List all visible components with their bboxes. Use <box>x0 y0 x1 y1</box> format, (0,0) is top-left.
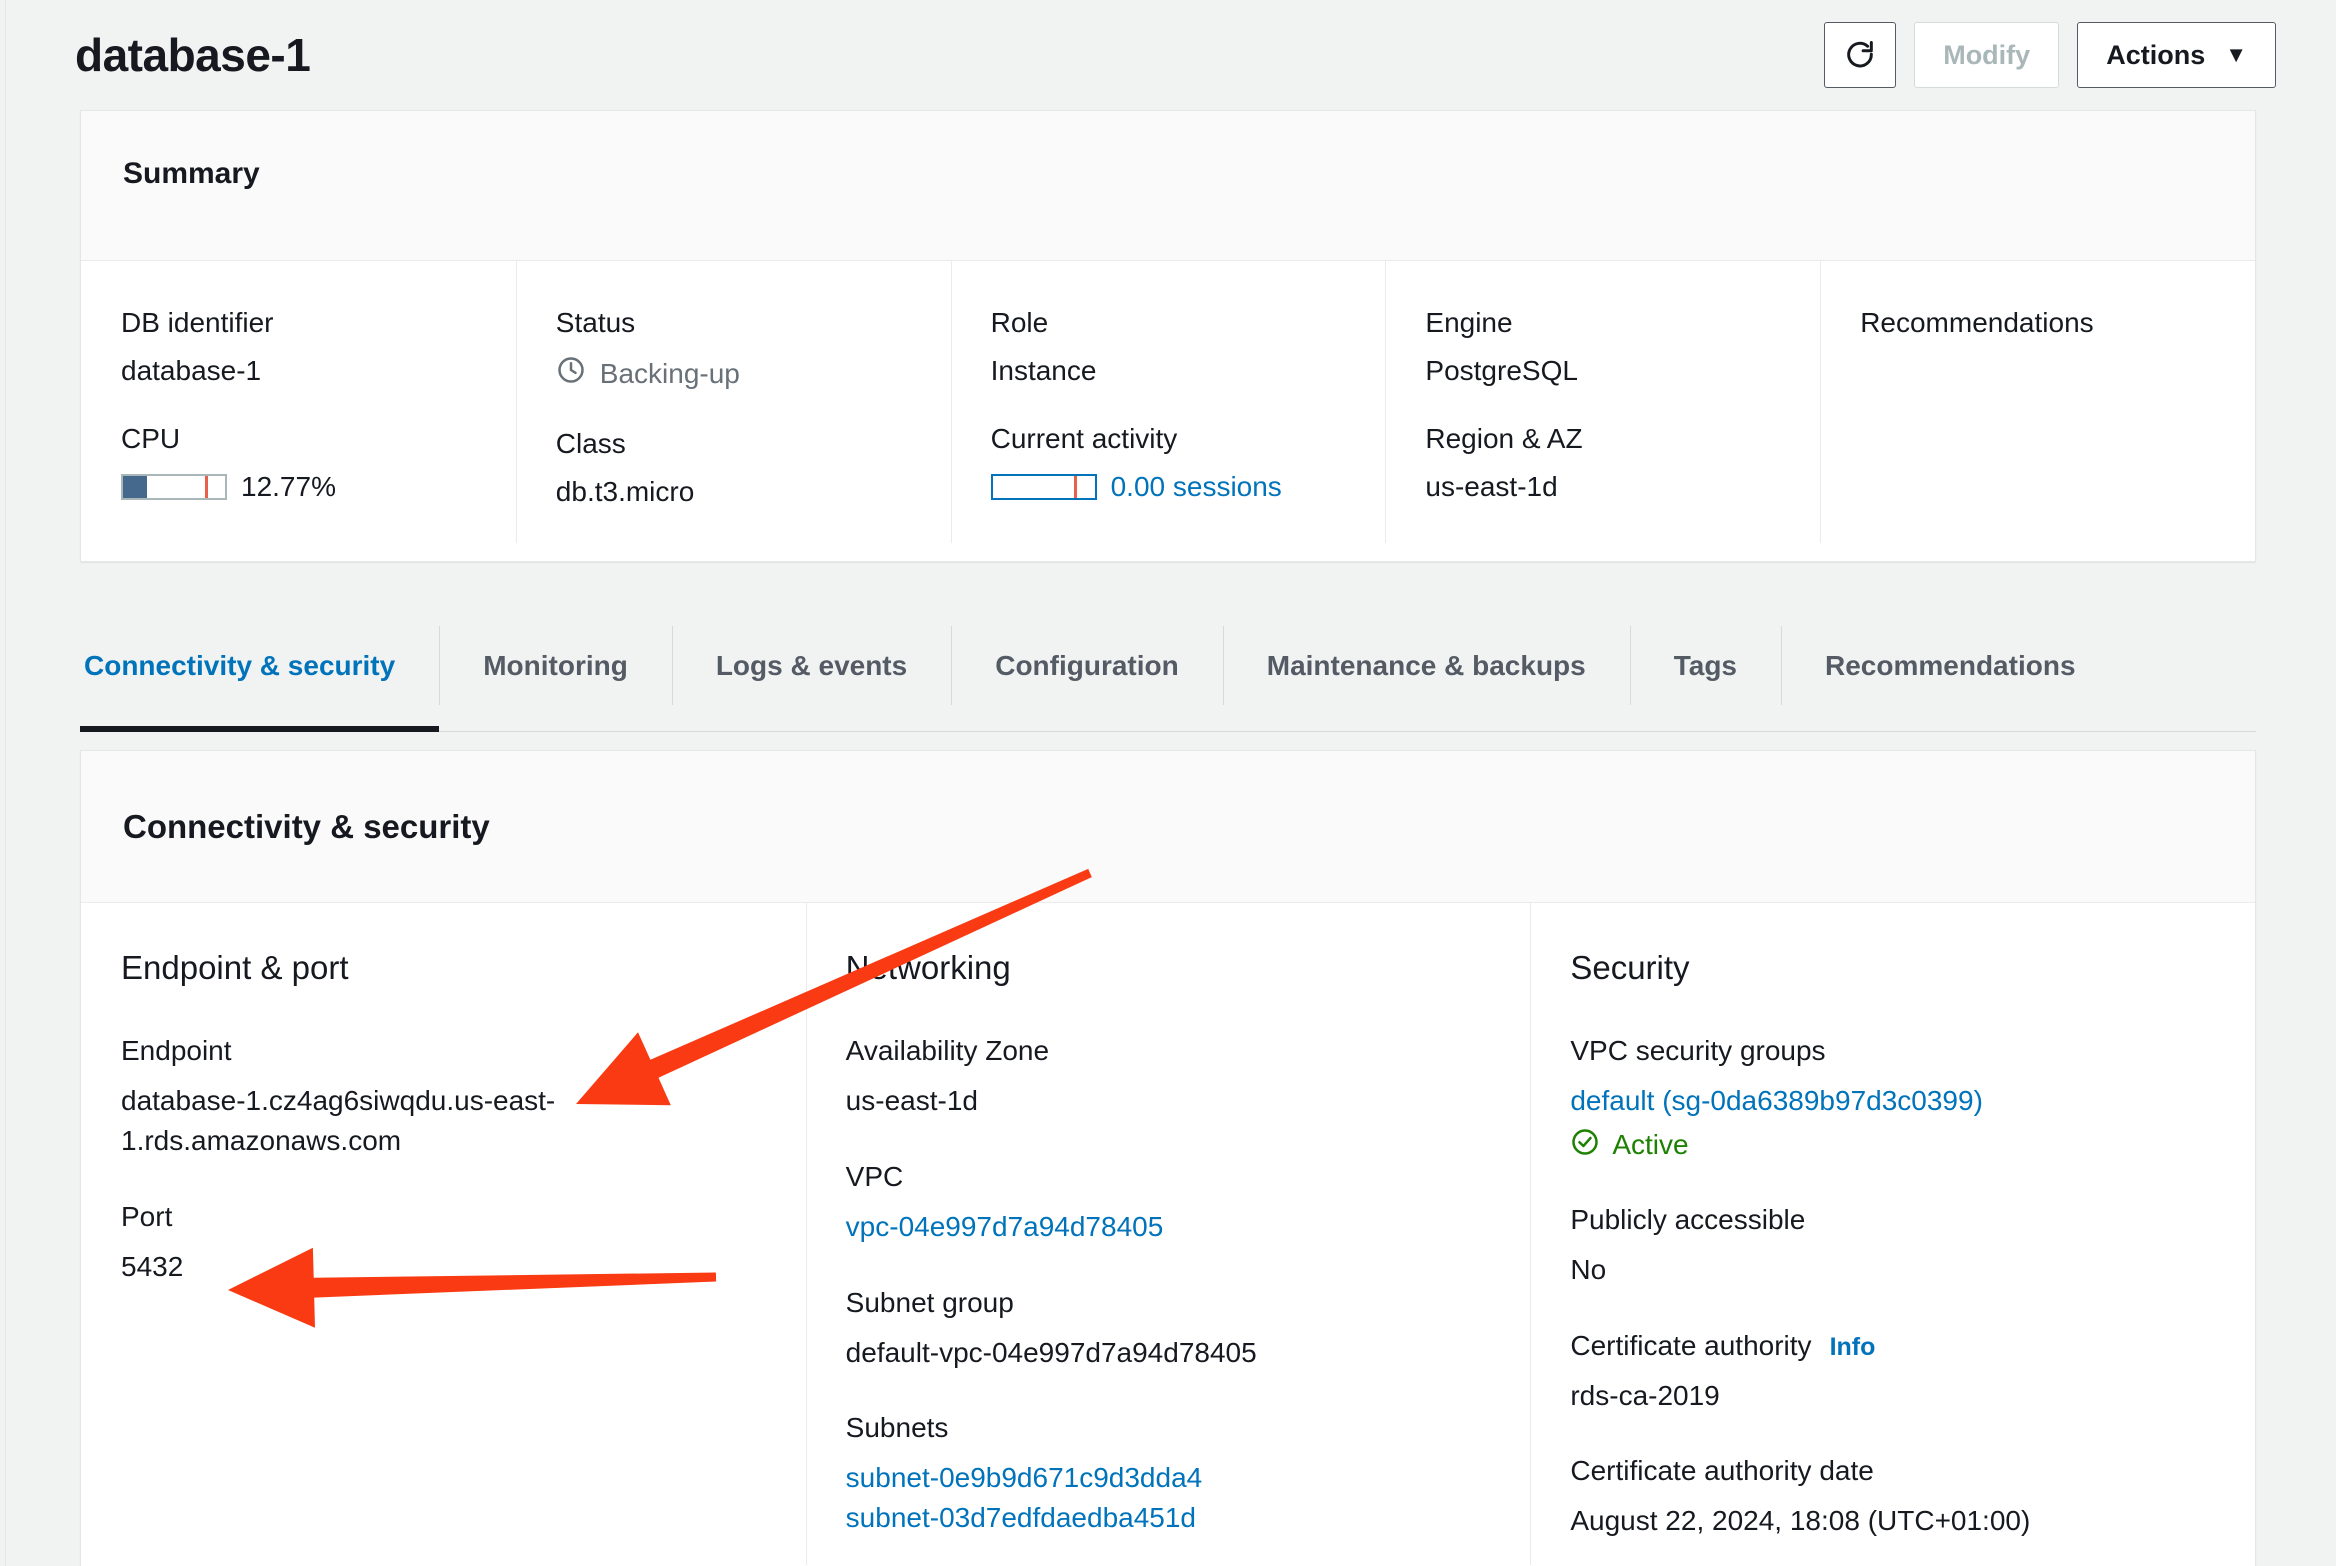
engine-label: Engine <box>1425 307 1513 338</box>
class-value: db.t3.micro <box>555 476 695 507</box>
vpc-label: VPC <box>845 1160 904 1192</box>
db-identifier-label: DB identifier <box>121 307 274 338</box>
role-value: Instance <box>990 355 1097 386</box>
clock-icon <box>556 355 586 392</box>
certificate-authority-label: Certificate authority <box>1570 1329 1812 1361</box>
endpoint-value: database-1.cz4ag6siwqdu.us-east-1.rds.am… <box>121 1085 556 1156</box>
summary-col-status: Status Backing-up Class db.t3.micro <box>515 261 951 561</box>
current-activity-row[interactable]: 0.00 sessions <box>990 471 1386 503</box>
cpu-percent: 12.77% <box>241 471 336 502</box>
port-value: 5432 <box>121 1250 184 1282</box>
subnet-link-2[interactable]: subnet-03d7edfdaedba451d <box>845 1502 1196 1533</box>
left-rail-divider <box>0 0 6 1566</box>
summary-col-identity: DB identifier database-1 CPU 12.77% <box>81 261 516 561</box>
endpoint-field: Endpoint database-1.cz4ag6siwqdu.us-east… <box>121 1035 760 1161</box>
certificate-authority-date-value: August 22, 2024, 18:08 (UTC+01:00) <box>1570 1505 2031 1537</box>
publicly-accessible-value: No <box>1570 1253 1607 1285</box>
certificate-authority-value: rds-ca-2019 <box>1570 1379 1720 1411</box>
connectivity-security-panel: Connectivity & security Endpoint & port … <box>80 750 2256 1566</box>
sessions-value: 0.00 sessions <box>1110 471 1282 502</box>
status-value-row: Backing-up <box>556 355 951 392</box>
subnets-field: Subnets subnet-0e9b9d671c9d3dda4 subnet-… <box>846 1412 1485 1538</box>
endpoint-port-heading: Endpoint & port <box>121 949 349 986</box>
refresh-icon <box>1843 38 1877 72</box>
subnet-group-value: default-vpc-04e997d7a94d78405 <box>845 1336 1257 1368</box>
summary-body: DB identifier database-1 CPU 12.77% Stat… <box>81 261 2255 561</box>
status-badge-active: Active <box>1612 1129 1689 1161</box>
cpu-meter-fill <box>123 476 148 498</box>
subnet-group-label: Subnet group <box>845 1286 1014 1318</box>
check-circle-icon <box>1570 1127 1600 1164</box>
networking-column: Networking Availability Zone us-east-1d … <box>805 903 1531 1565</box>
cpu-value-row: 12.77% <box>121 471 516 503</box>
security-column: Security VPC security groups default (sg… <box>1530 903 2255 1565</box>
tab-tags[interactable]: Tags <box>1629 600 1781 731</box>
cpu-meter <box>121 474 227 500</box>
publicly-accessible-field: Publicly accessible No <box>1570 1204 2209 1290</box>
region-az-value: us-east-1d <box>1425 471 1558 502</box>
region-az-label: Region & AZ <box>1425 423 1583 454</box>
tab-monitoring[interactable]: Monitoring <box>439 600 672 731</box>
recommendations-label: Recommendations <box>1860 307 2094 338</box>
port-label: Port <box>121 1200 173 1232</box>
header-actions: Modify Actions ▼ <box>1824 22 2276 88</box>
page-title: database-1 <box>75 29 311 81</box>
summary-card: Summary DB identifier database-1 CPU 12.… <box>80 110 2256 562</box>
summary-card-header: Summary <box>81 111 2255 261</box>
networking-heading: Networking <box>845 949 1011 986</box>
publicly-accessible-label: Publicly accessible <box>1570 1203 1806 1235</box>
refresh-button[interactable] <box>1824 22 1897 88</box>
security-group-link[interactable]: default (sg-0da6389b97d3c0399) <box>1570 1085 1983 1116</box>
port-field: Port 5432 <box>121 1201 760 1287</box>
security-group-status: Active <box>1570 1127 2209 1164</box>
tab-recommendations[interactable]: Recommendations <box>1781 600 2120 731</box>
subnets-label: Subnets <box>845 1412 949 1444</box>
chevron-down-icon: ▼ <box>2225 42 2247 67</box>
class-label: Class <box>555 428 626 459</box>
endpoint-label: Endpoint <box>121 1035 232 1066</box>
summary-col-recommendations: Recommendations <box>1820 261 2255 561</box>
vpc-field: VPC vpc-04e997d7a94d78405 <box>846 1161 1485 1247</box>
current-activity-label: Current activity <box>990 423 1178 454</box>
tab-bar: Connectivity & security Monitoring Logs … <box>80 600 2256 732</box>
status-label: Status <box>555 307 636 338</box>
summary-title: Summary <box>123 157 260 190</box>
tab-connectivity-security[interactable]: Connectivity & security <box>80 600 440 732</box>
actions-button-label: Actions <box>2106 39 2206 70</box>
endpoint-port-column: Endpoint & port Endpoint database-1.cz4a… <box>81 949 806 1565</box>
availability-zone-field: Availability Zone us-east-1d <box>846 1035 1485 1121</box>
vpc-link[interactable]: vpc-04e997d7a94d78405 <box>845 1210 1164 1242</box>
status-badge: Backing-up <box>599 357 740 389</box>
connectivity-security-body: Endpoint & port Endpoint database-1.cz4a… <box>81 903 2255 1565</box>
security-heading: Security <box>1570 949 1690 986</box>
certificate-authority-date-label: Certificate authority date <box>1570 1455 1874 1487</box>
modify-button[interactable]: Modify <box>1914 22 2060 88</box>
actions-button[interactable]: Actions ▼ <box>2077 22 2276 88</box>
engine-value: PostgreSQL <box>1425 355 1578 386</box>
cpu-meter-threshold-tick <box>204 476 208 498</box>
tab-configuration[interactable]: Configuration <box>951 600 1223 731</box>
sessions-meter-threshold-tick <box>1074 476 1078 498</box>
summary-col-engine: Engine PostgreSQL Region & AZ us-east-1d <box>1385 261 1820 561</box>
certificate-authority-field: Certificate authority Info rds-ca-2019 <box>1570 1330 2209 1416</box>
db-identifier-value: database-1 <box>121 355 262 386</box>
summary-col-role: Role Instance Current activity 0.00 sess… <box>950 261 1386 561</box>
certificate-authority-info-link[interactable]: Info <box>1829 1332 1876 1361</box>
role-label: Role <box>990 307 1049 338</box>
tab-logs-events[interactable]: Logs & events <box>671 600 951 731</box>
tab-maintenance-backups[interactable]: Maintenance & backups <box>1222 600 1630 731</box>
availability-zone-label: Availability Zone <box>845 1035 1050 1066</box>
vpc-security-groups-label: VPC security groups <box>1570 1035 1826 1066</box>
page-header: database-1 Modify Actions ▼ <box>0 0 2336 110</box>
availability-zone-value: us-east-1d <box>845 1085 978 1116</box>
connectivity-security-title: Connectivity & security <box>123 807 490 845</box>
connectivity-security-header: Connectivity & security <box>81 751 2255 903</box>
cpu-label: CPU <box>121 423 181 454</box>
sessions-meter <box>990 474 1097 500</box>
vpc-security-groups-field: VPC security groups default (sg-0da6389b… <box>1570 1035 2209 1164</box>
subnet-link-1[interactable]: subnet-0e9b9d671c9d3dda4 <box>845 1462 1203 1494</box>
subnet-group-field: Subnet group default-vpc-04e997d7a94d784… <box>846 1287 1485 1373</box>
certificate-authority-date-field: Certificate authority date August 22, 20… <box>1570 1455 2209 1541</box>
